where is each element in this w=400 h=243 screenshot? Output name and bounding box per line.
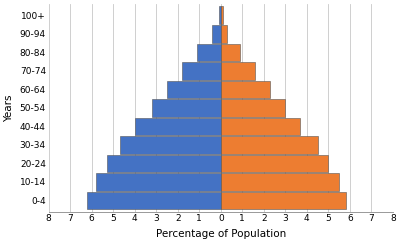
Bar <box>221 155 328 172</box>
Bar <box>182 62 221 80</box>
Bar <box>221 25 227 43</box>
Bar <box>135 118 221 135</box>
Bar <box>221 80 270 98</box>
Bar <box>152 99 221 117</box>
Bar <box>120 136 221 154</box>
Bar <box>221 99 285 117</box>
Bar <box>221 62 255 80</box>
Bar <box>107 155 221 172</box>
Bar <box>96 173 221 191</box>
Y-axis label: Years: Years <box>4 94 14 122</box>
Bar <box>221 136 318 154</box>
Bar <box>221 43 240 61</box>
Bar <box>221 173 339 191</box>
Bar <box>221 118 300 135</box>
Bar <box>219 7 221 24</box>
Bar <box>212 25 221 43</box>
Bar <box>221 7 223 24</box>
Bar <box>197 43 221 61</box>
X-axis label: Percentage of Population: Percentage of Population <box>156 229 286 239</box>
Bar <box>87 191 221 209</box>
Bar <box>167 80 221 98</box>
Bar <box>221 191 346 209</box>
